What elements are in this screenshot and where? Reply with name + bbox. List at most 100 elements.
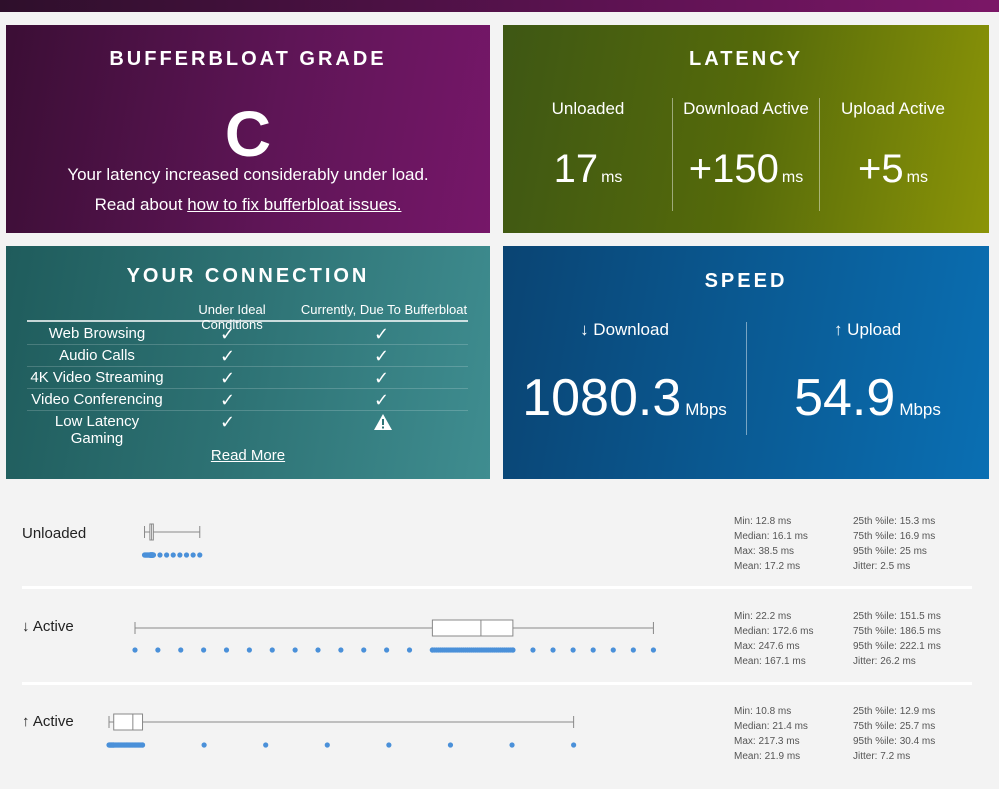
column-header-current: Currently, Due To Bufferbloat <box>300 302 468 317</box>
sample-dot <box>590 647 596 653</box>
stats-left-upload: Min: 10.8 ms Median: 21.4 ms Max: 217.3 … <box>734 704 808 764</box>
sample-dot <box>487 647 493 653</box>
sample-dot <box>146 552 153 558</box>
latency-label: Unloaded <box>551 99 625 118</box>
sample-dot <box>150 552 156 558</box>
sample-dot <box>108 742 115 748</box>
sample-dot <box>431 647 438 653</box>
sample-dot <box>292 647 298 653</box>
sample-dot <box>435 647 442 653</box>
sample-dot <box>447 742 454 748</box>
sample-dot <box>146 552 152 558</box>
sample-dot <box>139 742 146 748</box>
sample-dot <box>135 742 141 748</box>
sample-dot <box>510 647 516 653</box>
sample-dot <box>136 742 142 748</box>
section-divider <box>22 586 972 589</box>
sample-dot <box>148 552 155 558</box>
check-icon: ✓ <box>220 390 236 410</box>
row-label: Video Conferencing <box>31 391 163 408</box>
sample-dot <box>149 552 155 558</box>
sample-dot <box>150 552 156 558</box>
latency-number: 17 <box>553 147 599 191</box>
sample-dot <box>124 742 130 748</box>
sample-dot <box>112 742 118 748</box>
sample-dot <box>433 647 440 653</box>
stat-p75: 75th %ile: 25.7 ms <box>853 721 936 732</box>
sample-dot <box>106 742 112 748</box>
warning-icon <box>374 414 392 430</box>
sample-dot <box>149 552 155 558</box>
sample-dot <box>338 647 344 653</box>
stat-p25: 25th %ile: 12.9 ms <box>853 706 936 717</box>
sample-dot <box>454 647 460 653</box>
sample-dot <box>489 647 495 653</box>
sample-dot <box>111 742 117 748</box>
stat-median: Median: 16.1 ms <box>734 531 808 542</box>
check-icon: ✓ <box>374 390 390 410</box>
sample-dot <box>110 742 116 748</box>
sample-dot <box>147 552 153 558</box>
sample-dot <box>464 647 471 653</box>
sample-dot <box>136 742 143 748</box>
latency-upload-active: Upload Active +5 ms <box>819 97 967 237</box>
sample-dot <box>119 742 125 748</box>
sample-dot <box>115 742 121 748</box>
sample-dot <box>571 742 577 748</box>
sample-dot <box>148 552 154 558</box>
sample-dot <box>121 742 127 748</box>
sample-dot <box>125 742 131 748</box>
sample-dot <box>481 647 487 653</box>
sample-dot <box>148 552 154 558</box>
iqr-box <box>149 523 154 541</box>
sample-dot <box>138 742 144 748</box>
sample-dot <box>109 742 115 748</box>
stats-label-unloaded: Unloaded <box>22 525 87 542</box>
sample-dot <box>477 647 483 653</box>
sample-dot <box>111 742 118 748</box>
sample-dot <box>148 552 154 558</box>
sample-dot <box>148 552 154 558</box>
connection-title: YOUR CONNECTION <box>126 265 370 287</box>
download-unit: Mbps <box>685 400 727 419</box>
sample-dot <box>149 552 155 558</box>
sample-dot <box>143 552 149 558</box>
sample-dot <box>429 647 435 653</box>
sample-dot <box>131 742 138 748</box>
sample-dot <box>145 552 151 558</box>
sample-dot <box>122 742 129 748</box>
table-header-rule <box>27 320 468 322</box>
read-more-link[interactable]: Read More <box>210 447 286 464</box>
sample-dot <box>120 742 126 748</box>
download-number: 1080.3 <box>522 369 682 427</box>
speed-card: SPEED ↓ Download 1080.3 Mbps ↑ Upload 54.… <box>503 246 989 479</box>
grade-letter: C <box>224 98 272 170</box>
sample-dot <box>448 647 454 653</box>
speed-download: ↓ Download 1080.3 Mbps <box>503 320 746 428</box>
latency-unit: ms <box>781 169 804 186</box>
sample-dot <box>149 552 155 558</box>
sample-dot <box>177 552 183 558</box>
sample-dot <box>324 742 330 748</box>
latency-number: +5 <box>858 147 904 191</box>
sample-dot <box>123 742 129 748</box>
sample-dot <box>570 647 576 653</box>
sample-dot <box>497 647 504 653</box>
upload-label: ↑ Upload <box>833 320 902 339</box>
fix-bufferbloat-link[interactable]: how to fix bufferbloat issues. <box>187 195 402 214</box>
sample-dot <box>440 647 446 653</box>
sample-dot <box>148 552 154 558</box>
sample-dot <box>509 742 515 748</box>
sample-dot <box>499 647 506 653</box>
sample-dot <box>119 742 126 748</box>
latency-number: +150 <box>688 147 779 191</box>
stat-min: Min: 12.8 ms <box>734 516 792 527</box>
sample-dot <box>130 742 136 748</box>
sample-dot <box>143 552 150 558</box>
sample-dot <box>148 552 154 558</box>
sample-dot <box>504 647 510 653</box>
stat-jitter: Jitter: 26.2 ms <box>853 656 916 667</box>
sample-dot <box>506 647 512 653</box>
sample-dot <box>157 552 163 558</box>
sample-dot <box>456 647 462 653</box>
